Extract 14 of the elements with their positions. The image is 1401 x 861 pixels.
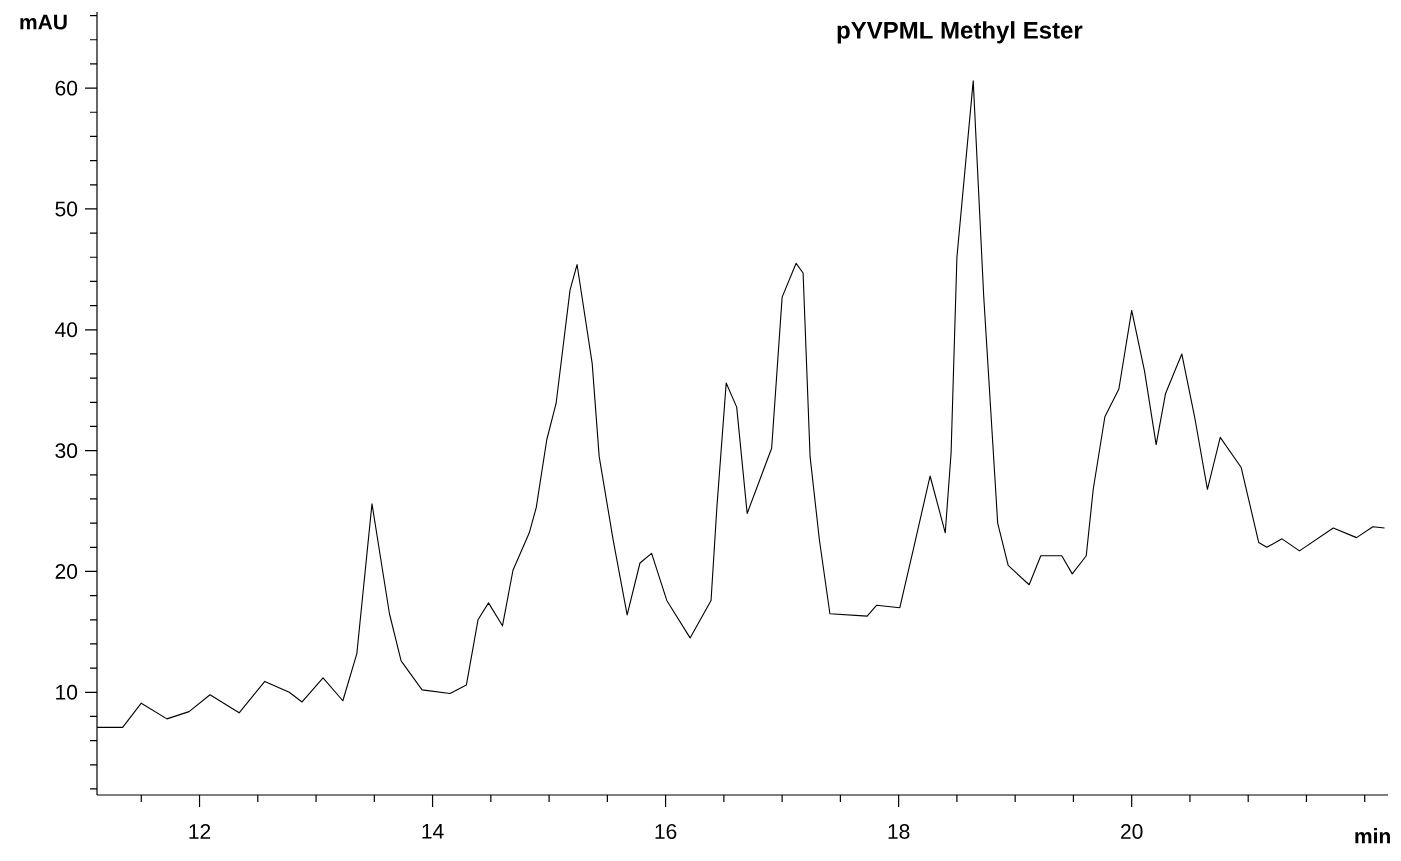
x-tick-label: 18 — [888, 824, 910, 839]
y-tick-label: 50 — [55, 201, 78, 217]
x-tick-label: 20 — [1121, 824, 1143, 839]
x-tick-label: 14 — [422, 824, 444, 839]
y-tick-label: 40 — [55, 322, 78, 338]
x-tick-label: 16 — [655, 824, 677, 839]
y-tick-label: 60 — [55, 80, 78, 96]
y-tick-label: 20 — [55, 564, 78, 579]
y-tick-label: 30 — [55, 443, 78, 459]
y-axis-title: mAU — [20, 14, 67, 30]
x-tick-label: 12 — [189, 824, 211, 839]
x-axis-title: min — [1355, 828, 1390, 844]
chart-title: pYVPML Methyl Ester — [837, 21, 1083, 44]
y-tick-label: 10 — [56, 684, 78, 700]
